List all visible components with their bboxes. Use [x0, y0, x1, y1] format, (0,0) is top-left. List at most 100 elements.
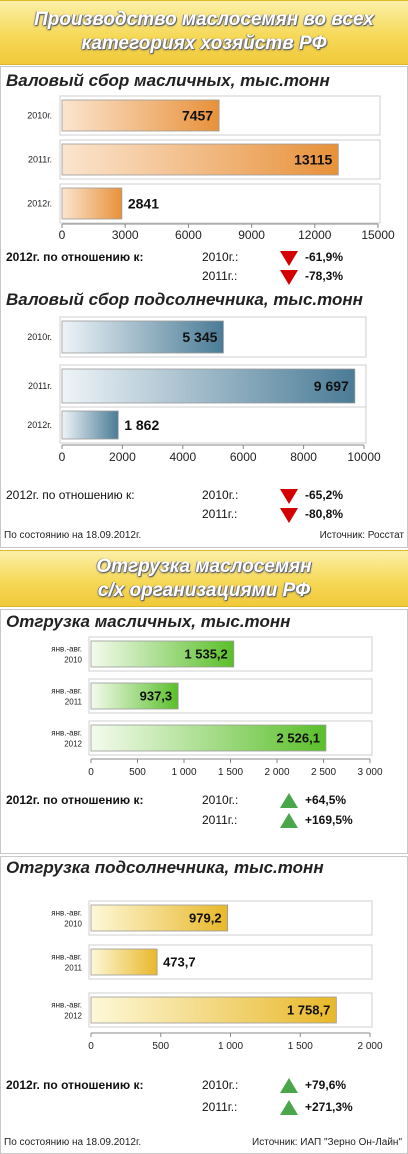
x-tick-label: 8000	[290, 450, 317, 464]
comparison-year-2010: 2010г.:	[202, 1078, 239, 1092]
category-label: 2012г.	[27, 199, 52, 209]
chart-title-sunflower-harvest: Валовый сбор подсолнечника, тыс.тонн	[6, 290, 363, 309]
up-arrow-icon	[280, 1100, 298, 1115]
bar	[61, 187, 123, 220]
x-tick-label: 0	[59, 450, 66, 464]
bar	[90, 904, 228, 932]
comparison-year-2011: 2011г.:	[202, 507, 238, 521]
x-tick-label: 1 500	[218, 767, 243, 778]
bar-cell-frame	[88, 944, 373, 980]
bar-cell-frame	[88, 636, 373, 672]
comparison-label: 2012г. по отношению к:	[6, 250, 144, 264]
chart-sunflower-shipment: 979,2 янв.-авг. 2010 473,7 янв.-авг. 2011 1 75…	[51, 900, 383, 1052]
down-arrow-icon	[280, 270, 298, 285]
bar-value-label: 937,3	[140, 689, 173, 704]
category-label: 2011г.	[28, 155, 52, 165]
bar-cell-frame	[59, 95, 381, 136]
section-header-production: Производство маслосемян во всех категори…	[0, 0, 408, 65]
bar	[90, 724, 327, 752]
comparison-value-2010: +64,5%	[305, 793, 347, 807]
up-arrow-icon	[280, 793, 298, 808]
category-label: 2011	[65, 963, 83, 972]
bar	[61, 410, 119, 440]
comparison-year-2010: 2010г.:	[202, 793, 239, 807]
category-label: 2012г.	[27, 420, 52, 430]
bar-value-label: 13115	[294, 152, 332, 168]
x-tick-label: 1 500	[288, 1041, 313, 1052]
x-tick-label: 1 000	[171, 767, 196, 778]
bar	[90, 948, 158, 976]
comparison-value-2011: -80,8%	[305, 507, 344, 521]
comparison-value-2010: -65,2%	[305, 488, 344, 502]
header-line-2: с/х организациями РФ	[97, 580, 311, 601]
chart-title-oilseeds-shipment: Отгрузка масличных, тыс.тонн	[6, 612, 291, 631]
down-arrow-icon	[280, 251, 298, 266]
bar-cell-frame	[59, 139, 381, 180]
bar-value-label: 1 758,7	[287, 1003, 330, 1018]
category-label: янв.-авг.	[51, 728, 82, 737]
bar-value-label: 1 862	[124, 417, 159, 433]
down-arrow-icon	[280, 489, 298, 504]
category-label: 2010г.	[27, 111, 52, 121]
bar-value-label: 473,7	[163, 955, 196, 970]
footer-date: По состоянию на 18.09.2012г.	[4, 1137, 142, 1148]
bar-value-label: 979,2	[189, 911, 222, 926]
comparison-value-2010: +79,6%	[305, 1078, 347, 1092]
x-tick-label: 2000	[109, 450, 136, 464]
x-tick-label: 15000	[361, 228, 395, 242]
section-header-shipment: Отгрузка маслосемян с/х организациями РФ	[0, 550, 408, 607]
bar	[61, 143, 339, 176]
category-label: 2012	[64, 739, 82, 748]
comparison-value-2011: -78,3%	[305, 269, 344, 283]
x-tick-label: 0	[88, 1041, 94, 1052]
category-label: янв.-авг.	[51, 952, 82, 961]
category-label: 2012	[64, 1011, 82, 1020]
footer-date: По состоянию на 18.09.2012г.	[4, 530, 142, 541]
bar-value-label: 2841	[128, 196, 159, 212]
bar-cell-frame	[59, 406, 367, 444]
bar-value-label: 7457	[182, 108, 213, 124]
comparison-year-2010: 2010г.:	[202, 488, 239, 502]
x-tick-label: 500	[129, 767, 146, 778]
header-line-1: Производство маслосемян во всех	[34, 9, 374, 30]
bar-cell-frame	[88, 678, 373, 714]
x-tick-label: 3000	[112, 228, 139, 242]
category-label: 2010	[64, 919, 82, 928]
bar-value-label: 1 535,2	[184, 647, 227, 662]
bar	[90, 640, 235, 668]
x-tick-label: 1 000	[218, 1041, 243, 1052]
comparison-value-2010: -61,9%	[305, 250, 344, 264]
bar-cell-frame	[88, 900, 373, 936]
category-label: 2011	[65, 697, 83, 706]
bar-value-label: 2 526,1	[277, 731, 320, 746]
x-tick-label: 12000	[298, 228, 332, 242]
x-tick-label: 0	[59, 228, 66, 242]
comparison-value-2011: +271,3%	[305, 1100, 353, 1114]
category-label: янв.-авг.	[51, 908, 82, 917]
comparison-year-2010: 2010г.:	[202, 250, 239, 264]
category-label: 2010г.	[27, 332, 52, 342]
comparison-year-2011: 2011г.:	[202, 813, 238, 827]
comparison-year-2011: 2011г.:	[202, 1100, 238, 1114]
bar	[90, 996, 337, 1024]
chart-oilseeds-harvest: 7457 2010г. 13115 2011г. 2841 2012г. 0 3000 6000…	[27, 95, 395, 242]
bar	[61, 99, 220, 132]
x-tick-label: 6000	[175, 228, 202, 242]
x-tick-label: 2 500	[311, 767, 336, 778]
bar	[61, 320, 224, 354]
header-line-1: Отгрузка маслосемян	[96, 556, 312, 577]
x-tick-label: 9000	[238, 228, 265, 242]
bar-cell-frame	[59, 183, 381, 224]
chart-title-sunflower-shipment: Отгрузка подсолнечника, тыс.тонн	[6, 858, 324, 877]
bar	[90, 682, 179, 710]
comparison-value-2011: +169,5%	[305, 813, 353, 827]
comparison-label: 2012г. по отношению к:	[6, 488, 135, 502]
comparison-label: 2012г. по отношению к:	[6, 1078, 144, 1092]
bar	[61, 368, 356, 404]
bar-value-label: 5 345	[182, 329, 217, 345]
comparison-year-2011: 2011г.:	[202, 269, 238, 283]
category-label: 2011г.	[28, 381, 52, 391]
chart-oilseeds-shipment: 1 535,2 янв.-авг. 2010 937,3 янв.-авг. 2011 2 …	[51, 636, 383, 778]
comparison-label: 2012г. по отношению к:	[6, 793, 144, 807]
x-tick-label: 4000	[169, 450, 196, 464]
